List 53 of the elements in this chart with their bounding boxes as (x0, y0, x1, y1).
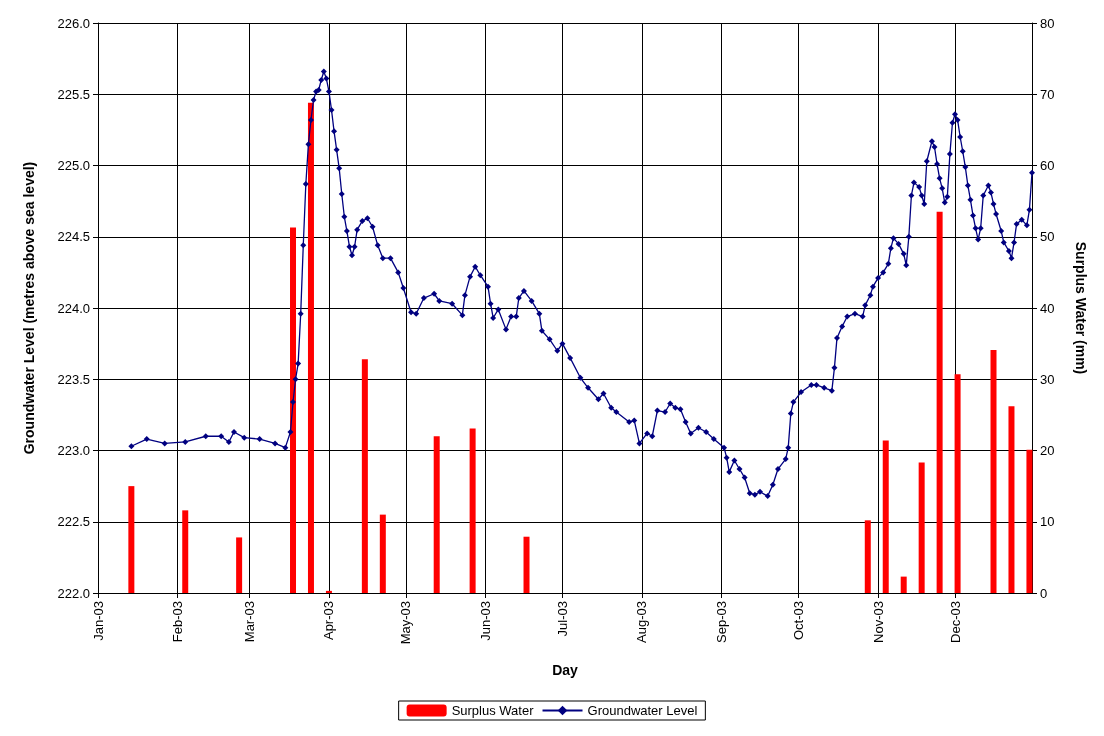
x-tick-label: May-03 (398, 601, 414, 645)
y-tick-label: 222.0 (57, 585, 90, 601)
bar (936, 211, 943, 593)
y2-tick-label: 20 (1040, 443, 1055, 458)
y2-tick-label: 10 (1040, 514, 1055, 530)
bar (433, 436, 440, 593)
y-tick-label: 223.5 (57, 371, 90, 387)
x-tick-label: Aug-03 (634, 601, 650, 643)
x-tick-label: Jan-03 (90, 601, 106, 641)
y2-tick-label: 0 (1040, 585, 1048, 601)
y2-tick-label: 70 (1040, 86, 1055, 102)
legend-label: Groundwater Level (587, 703, 698, 718)
bar (1026, 449, 1033, 593)
y2-axis-title: Surplus Water (mm) (1073, 241, 1089, 375)
y2-tick-label: 60 (1040, 158, 1055, 173)
x-tick-label: Nov-03 (870, 601, 886, 643)
bar (379, 514, 386, 593)
x-tick-label: Feb-03 (170, 601, 186, 643)
legend-label: Surplus Water (451, 703, 535, 718)
x-axis-title: Day (552, 662, 579, 678)
bar (918, 462, 925, 593)
bar (954, 374, 961, 593)
bar (128, 486, 135, 593)
bar (990, 350, 997, 593)
bar (236, 537, 243, 593)
bar (523, 536, 530, 593)
y-tick-label: 224.0 (57, 300, 90, 316)
bar (1008, 406, 1015, 593)
bar (469, 428, 476, 593)
x-tick-label: Jun-03 (477, 601, 493, 641)
bar (882, 440, 889, 593)
y-tick-label: 226.0 (57, 15, 90, 31)
y-tick-label: 223.0 (57, 443, 90, 458)
x-tick-label: Dec-03 (947, 601, 963, 643)
bar (864, 520, 871, 593)
bar (325, 590, 332, 593)
x-tick-label: Apr-03 (321, 601, 337, 641)
y2-tick-label: 30 (1040, 371, 1055, 387)
y-tick-label: 224.5 (57, 229, 90, 245)
y2-tick-label: 50 (1040, 229, 1055, 245)
y-tick-label: 222.5 (57, 514, 90, 530)
y2-tick-label: 80 (1040, 15, 1055, 31)
y-tick-label: 225.0 (57, 158, 90, 173)
x-tick-label: Sep-03 (714, 601, 730, 643)
x-tick-label: Oct-03 (791, 601, 806, 641)
y-tick-label: 225.5 (57, 86, 90, 102)
y-axis-title: Groundwater Level (metres above sea level) (21, 161, 37, 455)
x-tick-label: Mar-03 (241, 601, 257, 643)
y2-tick-label: 40 (1040, 300, 1055, 316)
bar (361, 359, 368, 593)
bar (900, 576, 907, 593)
x-tick-label: Jul-03 (554, 601, 570, 637)
bar (182, 510, 189, 593)
